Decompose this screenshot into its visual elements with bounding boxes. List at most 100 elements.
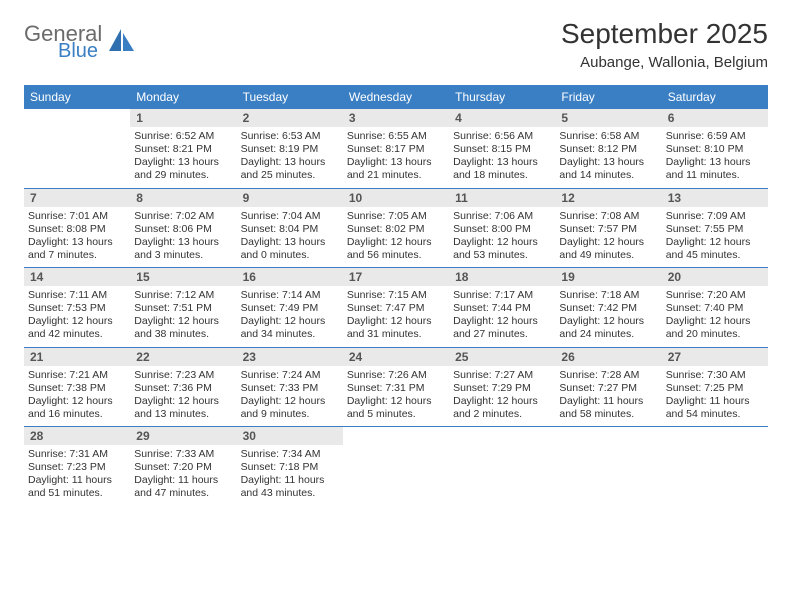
calendar-day: 15Sunrise: 7:12 AMSunset: 7:51 PMDayligh… — [130, 268, 236, 347]
col-header: Thursday — [449, 85, 555, 109]
day-number-row: 9 — [237, 189, 343, 207]
day-number: 2 — [243, 111, 250, 125]
sunrise-text: Sunrise: 7:11 AM — [28, 289, 126, 302]
daylight-text: and 11 minutes. — [666, 169, 764, 182]
col-header: Monday — [130, 85, 236, 109]
daylight-text: Daylight: 12 hours — [28, 315, 126, 328]
sunset-text: Sunset: 7:27 PM — [559, 382, 657, 395]
day-number: 24 — [349, 350, 362, 364]
logo-text-block: General Blue — [24, 24, 102, 60]
calendar-day — [24, 109, 130, 188]
page-subtitle: Aubange, Wallonia, Belgium — [561, 54, 768, 71]
sunrise-text: Sunrise: 7:17 AM — [453, 289, 551, 302]
daylight-text: Daylight: 12 hours — [347, 395, 445, 408]
calendar-day: 17Sunrise: 7:15 AMSunset: 7:47 PMDayligh… — [343, 268, 449, 347]
sunset-text: Sunset: 7:40 PM — [666, 302, 764, 315]
daylight-text: and 58 minutes. — [559, 408, 657, 421]
sunset-text: Sunset: 7:31 PM — [347, 382, 445, 395]
daylight-text: and 53 minutes. — [453, 249, 551, 262]
day-number-row: 10 — [343, 189, 449, 207]
calendar-day: 7Sunrise: 7:01 AMSunset: 8:08 PMDaylight… — [24, 189, 130, 268]
calendar-week: 1Sunrise: 6:52 AMSunset: 8:21 PMDaylight… — [24, 109, 768, 189]
sunset-text: Sunset: 7:33 PM — [241, 382, 339, 395]
daylight-text: and 43 minutes. — [241, 487, 339, 500]
daylight-text: and 0 minutes. — [241, 249, 339, 262]
sunrise-text: Sunrise: 7:23 AM — [134, 369, 232, 382]
daylight-text: Daylight: 12 hours — [559, 236, 657, 249]
calendar-day: 25Sunrise: 7:27 AMSunset: 7:29 PMDayligh… — [449, 348, 555, 427]
daylight-text: Daylight: 12 hours — [666, 315, 764, 328]
sunrise-text: Sunrise: 7:09 AM — [666, 210, 764, 223]
sunset-text: Sunset: 7:51 PM — [134, 302, 232, 315]
calendar-day: 21Sunrise: 7:21 AMSunset: 7:38 PMDayligh… — [24, 348, 130, 427]
day-number-row: 2 — [237, 109, 343, 127]
day-number: 28 — [30, 429, 43, 443]
day-number-row: 1 — [130, 109, 236, 127]
day-number-row: 24 — [343, 348, 449, 366]
calendar-day: 4Sunrise: 6:56 AMSunset: 8:15 PMDaylight… — [449, 109, 555, 188]
day-number-row: 26 — [555, 348, 661, 366]
sunset-text: Sunset: 7:42 PM — [559, 302, 657, 315]
col-header: Friday — [555, 85, 661, 109]
calendar-day: 19Sunrise: 7:18 AMSunset: 7:42 PMDayligh… — [555, 268, 661, 347]
sunrise-text: Sunrise: 7:06 AM — [453, 210, 551, 223]
daylight-text: Daylight: 12 hours — [241, 315, 339, 328]
daylight-text: Daylight: 12 hours — [453, 236, 551, 249]
day-number-row: 11 — [449, 189, 555, 207]
daylight-text: and 45 minutes. — [666, 249, 764, 262]
day-number-row: 28 — [24, 427, 130, 445]
day-number: 12 — [561, 191, 574, 205]
daylight-text: and 56 minutes. — [347, 249, 445, 262]
calendar-day: 1Sunrise: 6:52 AMSunset: 8:21 PMDaylight… — [130, 109, 236, 188]
day-number-row: 23 — [237, 348, 343, 366]
calendar-page: General Blue September 2025 Aubange, Wal… — [0, 0, 792, 516]
daylight-text: and 42 minutes. — [28, 328, 126, 341]
sunrise-text: Sunrise: 6:55 AM — [347, 130, 445, 143]
sunset-text: Sunset: 7:25 PM — [666, 382, 764, 395]
sunset-text: Sunset: 8:04 PM — [241, 223, 339, 236]
sunrise-text: Sunrise: 6:56 AM — [453, 130, 551, 143]
calendar-day: 30Sunrise: 7:34 AMSunset: 7:18 PMDayligh… — [237, 427, 343, 506]
logo: General Blue — [24, 18, 136, 60]
col-header: Wednesday — [343, 85, 449, 109]
sunset-text: Sunset: 7:44 PM — [453, 302, 551, 315]
calendar-week: 28Sunrise: 7:31 AMSunset: 7:23 PMDayligh… — [24, 427, 768, 506]
sunset-text: Sunset: 8:00 PM — [453, 223, 551, 236]
day-number-row: 17 — [343, 268, 449, 286]
daylight-text: and 13 minutes. — [134, 408, 232, 421]
daylight-text: Daylight: 13 hours — [134, 156, 232, 169]
daylight-text: Daylight: 12 hours — [453, 395, 551, 408]
sunrise-text: Sunrise: 7:14 AM — [241, 289, 339, 302]
sunset-text: Sunset: 7:53 PM — [28, 302, 126, 315]
daylight-text: Daylight: 11 hours — [559, 395, 657, 408]
sunrise-text: Sunrise: 6:52 AM — [134, 130, 232, 143]
day-number: 27 — [668, 350, 681, 364]
daylight-text: Daylight: 12 hours — [666, 236, 764, 249]
col-header: Sunday — [24, 85, 130, 109]
day-number: 20 — [668, 270, 681, 284]
daylight-text: and 24 minutes. — [559, 328, 657, 341]
daylight-text: Daylight: 13 hours — [241, 156, 339, 169]
day-number: 14 — [30, 270, 43, 284]
calendar-day: 2Sunrise: 6:53 AMSunset: 8:19 PMDaylight… — [237, 109, 343, 188]
sunset-text: Sunset: 7:55 PM — [666, 223, 764, 236]
daylight-text: Daylight: 12 hours — [559, 315, 657, 328]
calendar-day: 5Sunrise: 6:58 AMSunset: 8:12 PMDaylight… — [555, 109, 661, 188]
day-number: 21 — [30, 350, 43, 364]
sunrise-text: Sunrise: 7:30 AM — [666, 369, 764, 382]
calendar-day: 24Sunrise: 7:26 AMSunset: 7:31 PMDayligh… — [343, 348, 449, 427]
daylight-text: Daylight: 11 hours — [28, 474, 126, 487]
day-number: 8 — [136, 191, 143, 205]
day-number: 22 — [136, 350, 149, 364]
day-number-row: 16 — [237, 268, 343, 286]
day-number: 3 — [349, 111, 356, 125]
calendar-day: 8Sunrise: 7:02 AMSunset: 8:06 PMDaylight… — [130, 189, 236, 268]
calendar-day: 22Sunrise: 7:23 AMSunset: 7:36 PMDayligh… — [130, 348, 236, 427]
day-number-row: 27 — [662, 348, 768, 366]
day-number-row: 20 — [662, 268, 768, 286]
calendar-day: 6Sunrise: 6:59 AMSunset: 8:10 PMDaylight… — [662, 109, 768, 188]
day-number: 11 — [455, 191, 468, 205]
sunrise-text: Sunrise: 6:53 AM — [241, 130, 339, 143]
calendar-week: 14Sunrise: 7:11 AMSunset: 7:53 PMDayligh… — [24, 268, 768, 348]
calendar-day: 11 Sunrise: 7:06 AMSunset: 8:00 PMDayligh… — [449, 189, 555, 268]
